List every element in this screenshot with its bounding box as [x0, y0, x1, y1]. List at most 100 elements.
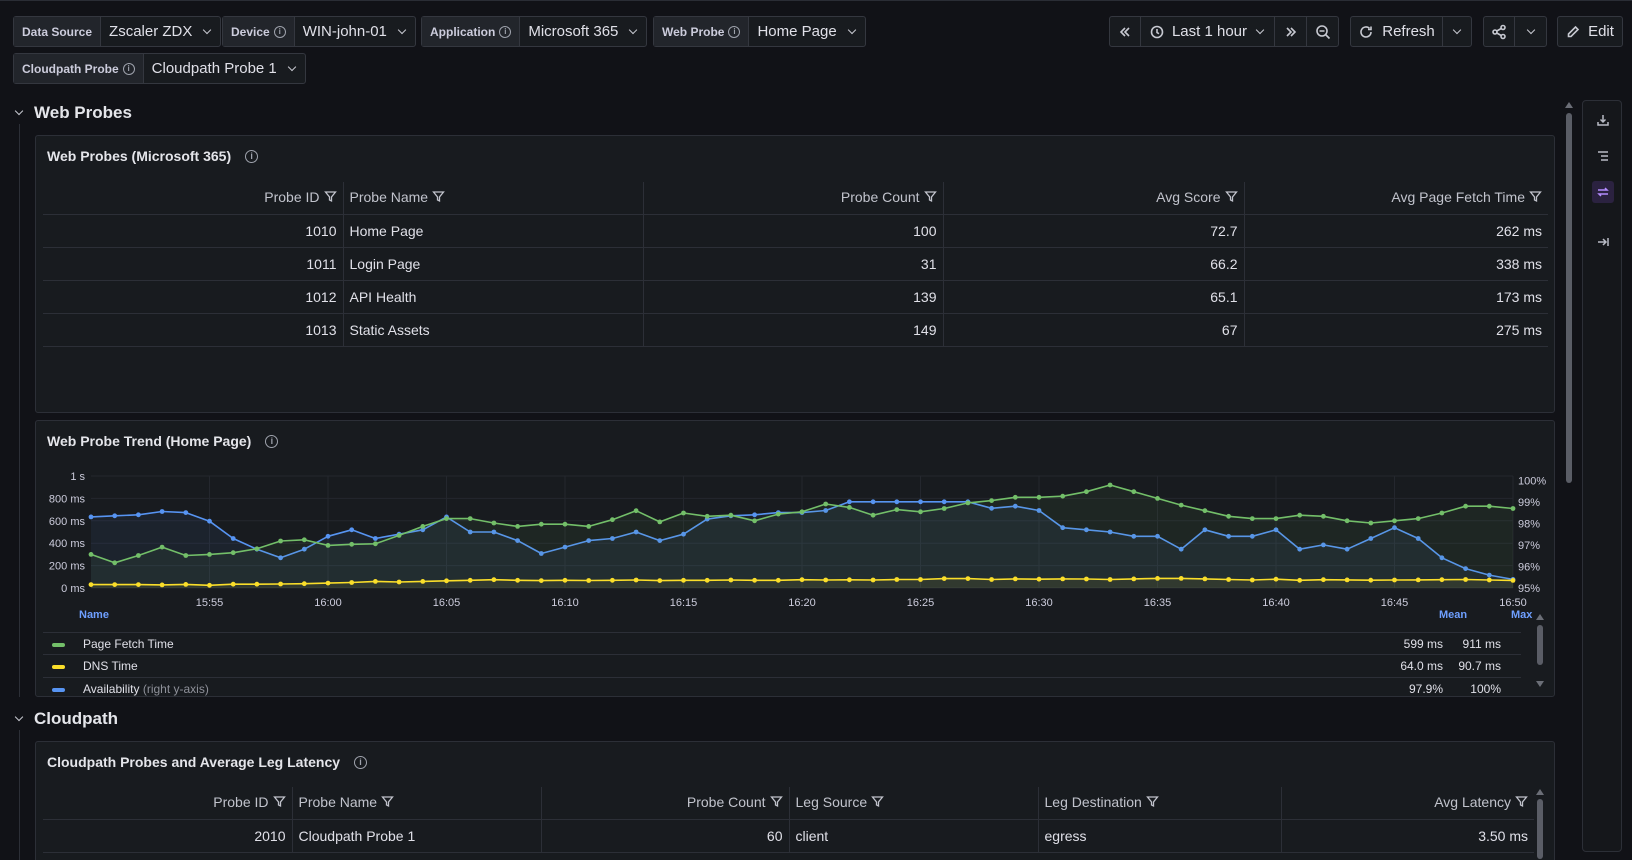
filter-icon[interactable] [432, 190, 445, 206]
legend-scroll-up-icon[interactable] [1536, 614, 1544, 620]
zoom-forward-icon [1285, 26, 1296, 37]
var-device[interactable]: Device i WIN-john-01 [222, 16, 416, 47]
data-point-dns-time [467, 577, 473, 583]
column-header-leg-destination[interactable]: Leg Destination [1037, 787, 1281, 820]
legend-row-page-fetch-time[interactable]: Page Fetch Time 599 ms 911 ms [43, 632, 1521, 655]
data-point-availability [136, 512, 141, 518]
column-header-avg-latency[interactable]: Avg Latency [1280, 787, 1534, 820]
collapse-rail-button[interactable] [1592, 231, 1614, 253]
legend-row-availability[interactable]: Availability (right y-axis) 97.9% 100% [43, 678, 1521, 696]
info-icon[interactable]: i [265, 434, 279, 448]
column-header-probe-id[interactable]: Probe ID [43, 787, 292, 820]
legend-header-mean[interactable]: Mean [1439, 609, 1468, 621]
column-header-probe-name[interactable]: Probe Name [342, 182, 643, 215]
data-point-page-fetch-time [88, 552, 94, 557]
table-row[interactable]: 2010 Cloudpath Probe 1 60 client egress … [43, 819, 1534, 853]
column-header-probe-count[interactable]: Probe Count [642, 182, 943, 215]
edit-button[interactable]: Edit [1557, 16, 1623, 47]
legend-scrollbar[interactable] [1537, 625, 1543, 665]
refresh-button[interactable]: Refresh [1350, 16, 1443, 47]
legend-header-name[interactable]: Name [79, 609, 109, 621]
time-range-picker[interactable]: Last 1 hour [1140, 16, 1275, 47]
download-button[interactable] [1592, 109, 1614, 131]
data-point-dns-time [515, 577, 520, 583]
filter-icon[interactable] [769, 795, 783, 811]
column-header-probe-name[interactable]: Probe Name [291, 787, 541, 820]
data-point-page-fetch-time [491, 520, 497, 526]
table-scrollbar[interactable] [1537, 799, 1543, 859]
chevron-down-icon [287, 64, 297, 74]
y-right-tick-label: 96% [1518, 561, 1540, 573]
var-value-application[interactable]: Microsoft 365 [520, 17, 646, 46]
info-icon[interactable]: i [245, 149, 259, 163]
data-point-page-fetch-time [1321, 513, 1326, 519]
refresh-interval-dropdown[interactable] [1442, 16, 1472, 47]
legend-scroll-down-icon[interactable] [1536, 681, 1544, 687]
data-point-availability [1392, 525, 1397, 531]
panel-title[interactable]: Web Probe Trend (Home Page) i [47, 433, 279, 449]
y-left-tick-label: 400 ms [49, 538, 86, 550]
var-value-device[interactable]: WIN-john-01 [295, 17, 415, 46]
data-point-availability [1060, 525, 1066, 531]
page-scroll-up-icon[interactable] [1565, 102, 1573, 108]
zoom-back-button[interactable] [1109, 16, 1141, 47]
data-point-dns-time [1273, 576, 1279, 582]
share-dropdown[interactable] [1514, 16, 1547, 47]
column-header-avg-page-fetch-time[interactable]: Avg Page Fetch Time [1243, 182, 1548, 215]
filter-icon[interactable] [871, 795, 884, 811]
info-icon[interactable]: i [273, 25, 286, 38]
legend-row-dns-time[interactable]: DNS Time 64.0 ms 90.7 ms [43, 655, 1521, 678]
var-value-data-source[interactable]: Zscaler ZDX [101, 17, 220, 46]
zoom-forward-button[interactable] [1274, 16, 1307, 47]
panel-title[interactable]: Web Probes (Microsoft 365) i [47, 148, 259, 164]
filter-icon[interactable] [923, 190, 937, 206]
info-icon[interactable]: i [499, 25, 512, 38]
clock-icon [1150, 25, 1164, 38]
var-value-web-probe[interactable]: Home Page [749, 17, 864, 46]
var-application[interactable]: Application i Microsoft 365 [421, 16, 648, 47]
filter-icon[interactable] [1145, 795, 1159, 811]
var-value-cloudpath-probe[interactable]: Cloudpath Probe 1 [144, 54, 305, 83]
table-row[interactable]: 1012 API Health 139 65.1 173 ms [43, 280, 1548, 314]
cell-probe-id: 2010 [43, 819, 292, 853]
outline-button[interactable] [1592, 145, 1614, 167]
filter-icon[interactable] [381, 795, 394, 811]
cell-probe-count: 139 [642, 280, 943, 314]
var-web-probe[interactable]: Web Probe i Home Page [653, 16, 866, 47]
panel-title[interactable]: Cloudpath Probes and Average Leg Latency… [47, 754, 368, 770]
column-header-leg-source[interactable]: Leg Source [788, 787, 1038, 820]
filter-icon[interactable] [1515, 795, 1528, 811]
data-point-page-fetch-time [633, 508, 639, 514]
transform-button[interactable] [1592, 181, 1614, 203]
table-row[interactable]: 1011 Login Page 31 66.2 338 ms [43, 247, 1548, 281]
column-header-avg-score[interactable]: Avg Score [942, 182, 1244, 215]
data-point-dns-time [870, 577, 876, 583]
trend-chart[interactable]: 0 ms 200 ms 400 ms 600 ms 800 ms 1 s 95% 96% 97%… [36, 463, 1554, 653]
y-right-tick-label: 97% [1518, 540, 1540, 552]
page-scrollbar[interactable] [1566, 113, 1572, 483]
filter-icon[interactable] [1224, 190, 1238, 206]
var-cloudpath-probe[interactable]: Cloudpath Probe i Cloudpath Probe 1 [13, 53, 306, 84]
info-icon[interactable]: i [354, 755, 368, 769]
table-scroll-up-icon[interactable] [1536, 789, 1544, 795]
info-icon[interactable]: i [122, 62, 135, 75]
zoom-out-button[interactable] [1306, 16, 1339, 47]
cell-probe-count: 149 [642, 313, 943, 347]
filter-icon[interactable] [323, 190, 337, 206]
section-header-web-probes[interactable]: Web Probes [14, 103, 132, 123]
filter-icon[interactable] [1529, 190, 1542, 206]
cell-avg-score: 72.7 [942, 214, 1244, 248]
column-header-probe-id[interactable]: Probe ID [43, 182, 343, 215]
data-point-page-fetch-time [396, 533, 402, 538]
share-button[interactable] [1483, 16, 1515, 47]
legend-header-max[interactable]: Max [1511, 609, 1533, 621]
info-icon[interactable]: i [728, 25, 741, 38]
data-point-page-fetch-time [1084, 489, 1089, 495]
table-row[interactable]: 1013 Static Assets 149 67 275 ms [43, 313, 1548, 347]
var-data-source[interactable]: Data Source Zscaler ZDX [13, 16, 222, 47]
section-header-cloudpath[interactable]: Cloudpath [14, 709, 118, 729]
column-header-probe-count[interactable]: Probe Count [540, 787, 789, 820]
table-row[interactable]: 1010 Home Page 100 72.7 262 ms [43, 214, 1548, 248]
data-point-dns-time [254, 581, 260, 587]
filter-icon[interactable] [272, 795, 286, 811]
